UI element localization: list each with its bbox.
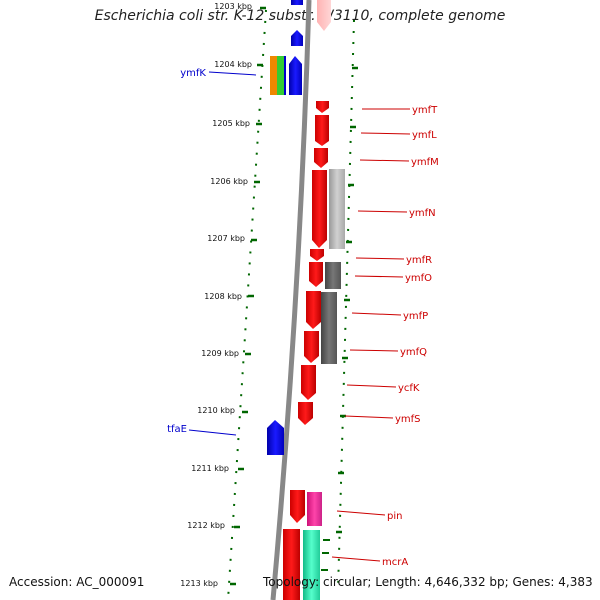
gene-label-ymfN: ymfN	[409, 208, 436, 219]
gene-arrow	[283, 529, 300, 600]
gene-arrow	[304, 331, 319, 363]
gene-label-ymfR: ymfR	[406, 255, 432, 266]
gene-label-ymfL: ymfL	[412, 130, 437, 141]
topology-text: Topology: circular; Length: 4,646,332 bp…	[263, 575, 593, 589]
gene-label-mcrA: mcrA	[382, 557, 408, 568]
gene-arrow	[325, 262, 341, 289]
kbp-label: 1210 kbp	[197, 406, 235, 415]
gene-label-ymfQ: ymfQ	[400, 347, 427, 358]
kbp-label: 1209 kbp	[201, 349, 239, 358]
gene-arrow-partial	[317, 0, 331, 31]
gene-arrow	[303, 530, 320, 600]
genome-backbone	[270, 0, 312, 600]
kbp-label: 1205 kbp	[212, 119, 250, 128]
gene-arrow	[267, 420, 284, 455]
gene-label-pin: pin	[387, 511, 402, 522]
kbp-label: 1213 kbp	[180, 579, 218, 588]
gene-arrow	[321, 292, 337, 364]
gene-arrow	[270, 56, 277, 95]
gene-arrow	[316, 101, 329, 113]
gene-group-top-blue	[270, 0, 303, 95]
label-leaders	[188, 71, 411, 562]
right-dotted-ring	[337, 19, 355, 591]
gene-arrow	[298, 402, 313, 425]
gene-label-ymfT: ymfT	[412, 105, 438, 116]
kbp-label: 1208 kbp	[204, 292, 242, 301]
gene-label-ymfK: ymfK	[180, 68, 206, 79]
gene-arrow	[329, 169, 345, 249]
genome-title: Escherichia coli str. K-12 substr. W3110…	[94, 8, 506, 24]
kbp-label: 1206 kbp	[210, 177, 248, 186]
gene-label-ymfP: ymfP	[403, 311, 428, 322]
gene-arrow	[291, 30, 303, 46]
left-dotted-ring	[227, 9, 267, 600]
gene-arrow	[306, 291, 321, 329]
gene-arrow	[315, 115, 329, 146]
gene-label-ymfM: ymfM	[411, 157, 439, 168]
gene-arrow	[310, 249, 324, 261]
gene-label-ycfK: ycfK	[398, 383, 420, 394]
kbp-ticks	[230, 6, 266, 586]
gene-label-tfaE: tfaE	[167, 424, 187, 435]
kbp-label: 1203 kbp	[214, 2, 252, 11]
accession-text: Accession: AC_000091	[9, 575, 145, 589]
gene-labels: ymfK ymfT ymfL ymfM ymfN ymfR ymfO ymfP …	[167, 68, 439, 568]
kbp-label: 1207 kbp	[207, 234, 245, 243]
kbp-label: 1211 kbp	[191, 464, 229, 473]
gene-label-ymfO: ymfO	[405, 273, 432, 284]
gene-group-red	[283, 101, 329, 600]
gene-arrow	[277, 56, 284, 95]
gene-arrow	[312, 170, 327, 248]
gene-arrow	[301, 365, 316, 400]
right-ticks	[336, 66, 358, 534]
gene-arrow	[291, 0, 303, 5]
right-side-dashes	[321, 539, 330, 571]
gene-label-ymfS: ymfS	[395, 414, 421, 425]
kbp-label: 1204 kbp	[214, 60, 252, 69]
gene-arrow	[290, 490, 305, 523]
kbp-labels: 1203 kbp 1204 kbp 1205 kbp 1206 kbp 1207…	[180, 2, 252, 588]
gene-arrow	[307, 492, 322, 526]
gene-group-gray	[321, 169, 345, 364]
gene-arrow	[289, 56, 302, 95]
gene-arrow	[309, 262, 323, 287]
gene-arrow	[284, 56, 286, 95]
kbp-label: 1212 kbp	[187, 521, 225, 530]
gene-arrow	[314, 148, 328, 168]
